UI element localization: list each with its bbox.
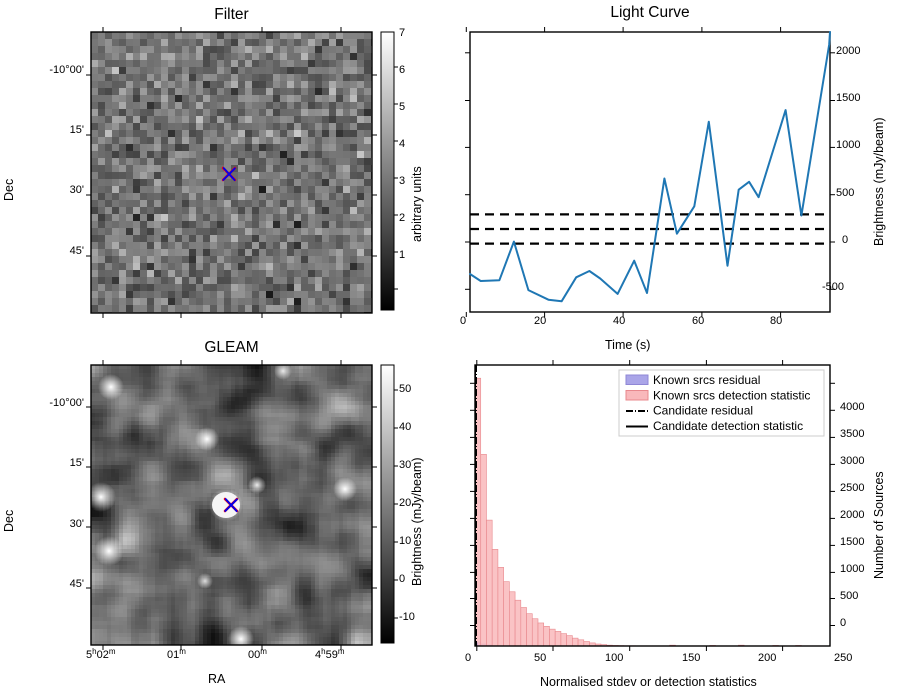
svg-text:Candidate residual: Candidate residual	[653, 404, 753, 418]
svg-text:Candidate detection statistic: Candidate detection statistic	[653, 419, 803, 433]
svg-text:Known srcs residual: Known srcs residual	[653, 373, 760, 387]
svg-text:Known srcs detection statistic: Known srcs detection statistic	[653, 389, 810, 403]
